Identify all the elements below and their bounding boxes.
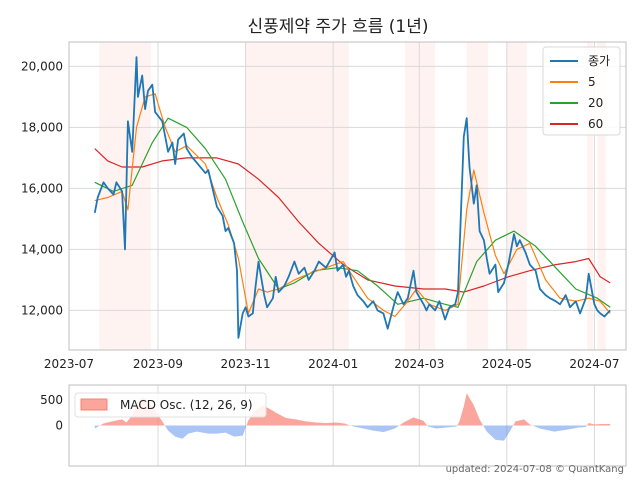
series-line-ma5 [94,93,611,318]
price-y-tick-labels: 12,000 14,000 16,000 18,000 20,000 [21,59,63,317]
legend-label: 60 [588,117,603,131]
highlight-band [597,42,606,350]
updated-footer: updated: 2024-07-08 © QuantKang [446,464,624,475]
legend: 종가 5 20 60 [542,46,621,136]
legend-box [542,46,621,136]
macd-panel: 0 500 MACD Osc. (12, 26, 9) [40,384,627,467]
legend-label: 종가 [588,54,610,68]
macd-oscillator-area [94,393,611,441]
y-tick-label: 16,000 [21,181,63,195]
highlight-bands [99,42,606,350]
legend-label: 5 [588,75,596,89]
x-tick-label: 2024-01 [308,357,358,371]
series-line-ma60 [94,148,611,293]
highlight-band [404,42,436,350]
macd-legend-swatch [80,398,108,411]
series-line-close [93,56,611,339]
y-tick-label: 12,000 [21,303,63,317]
date-x-tick-labels: 2023-07 2023-09 2023-11 2024-01 2024-03 2024-… [44,357,620,371]
y-tick-label: 14,000 [21,242,63,256]
macd-panel-frame [68,384,627,467]
x-tick-label: 2024-07 [569,357,619,371]
x-tick-label: 2024-05 [482,357,532,371]
x-tick-label: 2024-03 [394,357,444,371]
x-tick-label: 2023-07 [44,357,94,371]
x-tick-label: 2023-09 [133,357,183,371]
macd-legend-label: MACD Osc. (12, 26, 9) [120,398,253,412]
price-series-lines [93,56,611,339]
highlight-band [99,42,151,350]
x-tick-label: 2023-11 [221,357,271,371]
macd-positive-area [94,393,611,426]
macd-y-tick-label: 500 [40,393,63,407]
macd-y-tick-label: 0 [55,419,63,433]
chart-title: 신풍제약 주가 흐름 (1년) [247,17,428,37]
highlight-band [506,42,527,350]
y-tick-label: 18,000 [21,120,63,134]
legend-label: 20 [588,96,603,110]
macd-y-tick-labels: 0 500 [40,393,63,432]
macd-legend: MACD Osc. (12, 26, 9) [74,392,267,418]
y-tick-label: 20,000 [21,59,63,73]
price-panel-frame [68,41,627,351]
macd-legend-box [74,392,267,418]
legend-entries: 종가 5 20 60 [550,54,610,131]
highlight-band [245,42,349,350]
macd-negative-area [94,425,611,441]
highlight-band [587,42,593,350]
